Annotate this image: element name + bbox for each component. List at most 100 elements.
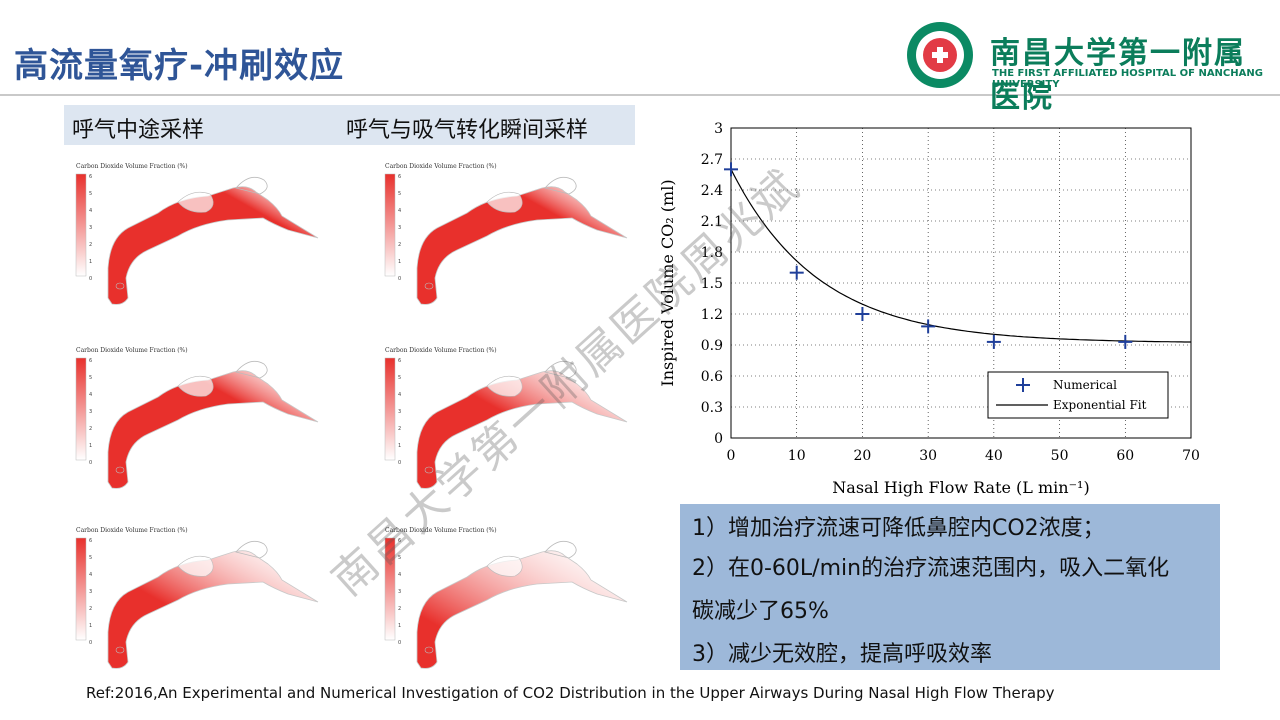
y-tick-label: 2.7 <box>701 152 723 168</box>
x-tick-label: 0 <box>727 448 736 464</box>
legend-marker-numerical <box>1016 378 1030 392</box>
y-tick-label: 2.4 <box>701 183 723 199</box>
x-tick-label: 10 <box>788 448 806 464</box>
colorbar-tick-label: 3 <box>398 409 401 415</box>
colorbar-tick-label: 5 <box>89 191 92 197</box>
colorbar-tick-label: 4 <box>89 392 92 398</box>
colorbar-tick-label: 1 <box>89 623 92 629</box>
data-point <box>921 319 936 334</box>
label-band <box>64 105 635 145</box>
y-tick-label: 0.3 <box>701 400 723 416</box>
colorbar-title: Carbon Dioxide Volume Fraction (%) <box>76 347 188 354</box>
y-tick-label: 1.8 <box>701 245 723 261</box>
x-tick-label: 20 <box>854 448 872 464</box>
colorbar-tick-label: 6 <box>398 174 401 180</box>
logo-english-name: THE FIRST AFFILIATED HOSPITAL OF NANCHAN… <box>992 68 1263 90</box>
sinus-cavity <box>486 375 523 397</box>
colorbar-tick-label: 5 <box>398 375 401 381</box>
colorbar-tick-label: 5 <box>89 555 92 561</box>
label-mid-expiration: 呼气中途采样 <box>72 118 205 143</box>
summary-point-2: 2）在0-60L/min的治疗流速范围内，吸入二氧化 <box>692 556 1170 581</box>
colorbar-tick-label: 3 <box>89 409 92 415</box>
fit-curve <box>730 169 1191 343</box>
colorbar-tick-label: 1 <box>398 623 401 629</box>
airway-detail <box>115 646 125 654</box>
colorbar-tick-label: 3 <box>89 589 92 595</box>
colorbar-tick-label: 0 <box>398 460 401 466</box>
data-point <box>855 307 870 321</box>
label-transition: 呼气与吸气转化瞬间采样 <box>346 118 589 143</box>
colorbar <box>75 173 87 277</box>
colorbar-title: Carbon Dioxide Volume Fraction (%) <box>385 347 497 354</box>
x-tick-label: 70 <box>1182 448 1200 464</box>
nasal-tip-outline <box>235 176 268 195</box>
x-tick-label: 40 <box>985 448 1003 464</box>
colorbar-tick-label: 4 <box>398 392 401 398</box>
colorbar-tick-label: 2 <box>398 242 401 248</box>
summary-point-3: 3）减少无效腔，提高呼吸效率 <box>692 642 992 667</box>
co2-simulation-panel: Carbon Dioxide Volume Fraction (%) 6 5 4 3 2 1… <box>384 163 628 305</box>
colorbar-tick-label: 1 <box>89 259 92 265</box>
airway-shape <box>416 370 628 489</box>
colorbar <box>384 173 396 277</box>
airway-detail <box>424 466 434 474</box>
airway-detail <box>424 282 434 290</box>
y-tick-label: 0.9 <box>701 338 723 354</box>
page-title: 高流量氧疗-冲刷效应 <box>14 46 345 86</box>
colorbar-title: Carbon Dioxide Volume Fraction (%) <box>385 527 497 534</box>
summary-point-1: 1）增加治疗流速可降低鼻腔内CO2浓度； <box>692 516 1105 541</box>
summary-box <box>680 504 1220 670</box>
colorbar-tick-label: 1 <box>398 443 401 449</box>
nasal-tip-outline <box>544 540 577 559</box>
colorbar-tick-label: 1 <box>89 443 92 449</box>
colorbar-tick-label: 6 <box>398 538 401 544</box>
colorbar-tick-label: 6 <box>89 538 92 544</box>
y-tick-label: 2.1 <box>701 214 723 230</box>
colorbar-tick-label: 2 <box>398 606 401 612</box>
colorbar-tick-label: 0 <box>89 276 92 282</box>
airway-shape <box>416 550 628 669</box>
y-tick-label: 1.5 <box>701 276 723 292</box>
colorbar-tick-label: 6 <box>89 358 92 364</box>
airway-shape <box>107 550 319 669</box>
co2-simulation-panel: Carbon Dioxide Volume Fraction (%) 6 5 4 3 2 1… <box>75 163 319 305</box>
hospital-logo: 南昌大学第一附属医院 THE FIRST AFFILIATED HOSPITAL… <box>902 18 1274 115</box>
summary-point-2-cont: 碳减少了65% <box>692 599 829 624</box>
data-point <box>986 334 1001 349</box>
colorbar-tick-label: 0 <box>89 460 92 466</box>
colorbar-title: Carbon Dioxide Volume Fraction (%) <box>76 527 188 534</box>
colorbar <box>75 537 87 641</box>
nasal-tip-outline <box>235 360 268 379</box>
colorbar-tick-label: 4 <box>398 572 401 578</box>
colorbar-tick-label: 5 <box>398 191 401 197</box>
x-axis-label: Nasal High Flow Rate (L min⁻¹) <box>832 478 1089 497</box>
y-tick-label: 3 <box>714 121 723 137</box>
colorbar-title: Carbon Dioxide Volume Fraction (%) <box>385 163 497 170</box>
colorbar-tick-label: 3 <box>398 225 401 231</box>
co2-simulation-panel: Carbon Dioxide Volume Fraction (%) 6 5 4 3 2 1… <box>75 527 319 669</box>
airway-shape <box>107 370 319 489</box>
legend-label-fit: Exponential Fit <box>1053 398 1147 412</box>
colorbar-tick-label: 0 <box>89 640 92 646</box>
colorbar <box>384 357 396 461</box>
y-tick-label: 0 <box>714 431 723 447</box>
x-tick-label: 30 <box>919 448 937 464</box>
co2-simulation-panel: Carbon Dioxide Volume Fraction (%) 6 5 4 3 2 1… <box>384 347 628 489</box>
colorbar-tick-label: 2 <box>89 606 92 612</box>
co2-simulation-panel: Carbon Dioxide Volume Fraction (%) 6 5 4 3 2 1… <box>75 347 319 489</box>
colorbar-tick-label: 4 <box>89 572 92 578</box>
co2-simulation-panel: Carbon Dioxide Volume Fraction (%) 6 5 4 3 2 1… <box>384 527 628 669</box>
airway-shape <box>107 186 319 305</box>
colorbar-tick-label: 5 <box>398 555 401 561</box>
colorbar <box>384 537 396 641</box>
colorbar-tick-label: 0 <box>398 640 401 646</box>
y-axis-label: Inspired Volume CO₂ (ml) <box>658 179 677 386</box>
nasal-tip-outline <box>544 360 577 379</box>
colorbar-tick-label: 3 <box>398 589 401 595</box>
legend-label-numerical: Numerical <box>1053 378 1117 392</box>
hospital-seal-icon <box>907 22 973 88</box>
colorbar-tick-label: 2 <box>89 242 92 248</box>
colorbar-title: Carbon Dioxide Volume Fraction (%) <box>76 163 188 170</box>
colorbar-tick-label: 3 <box>89 225 92 231</box>
colorbar-tick-label: 1 <box>398 259 401 265</box>
